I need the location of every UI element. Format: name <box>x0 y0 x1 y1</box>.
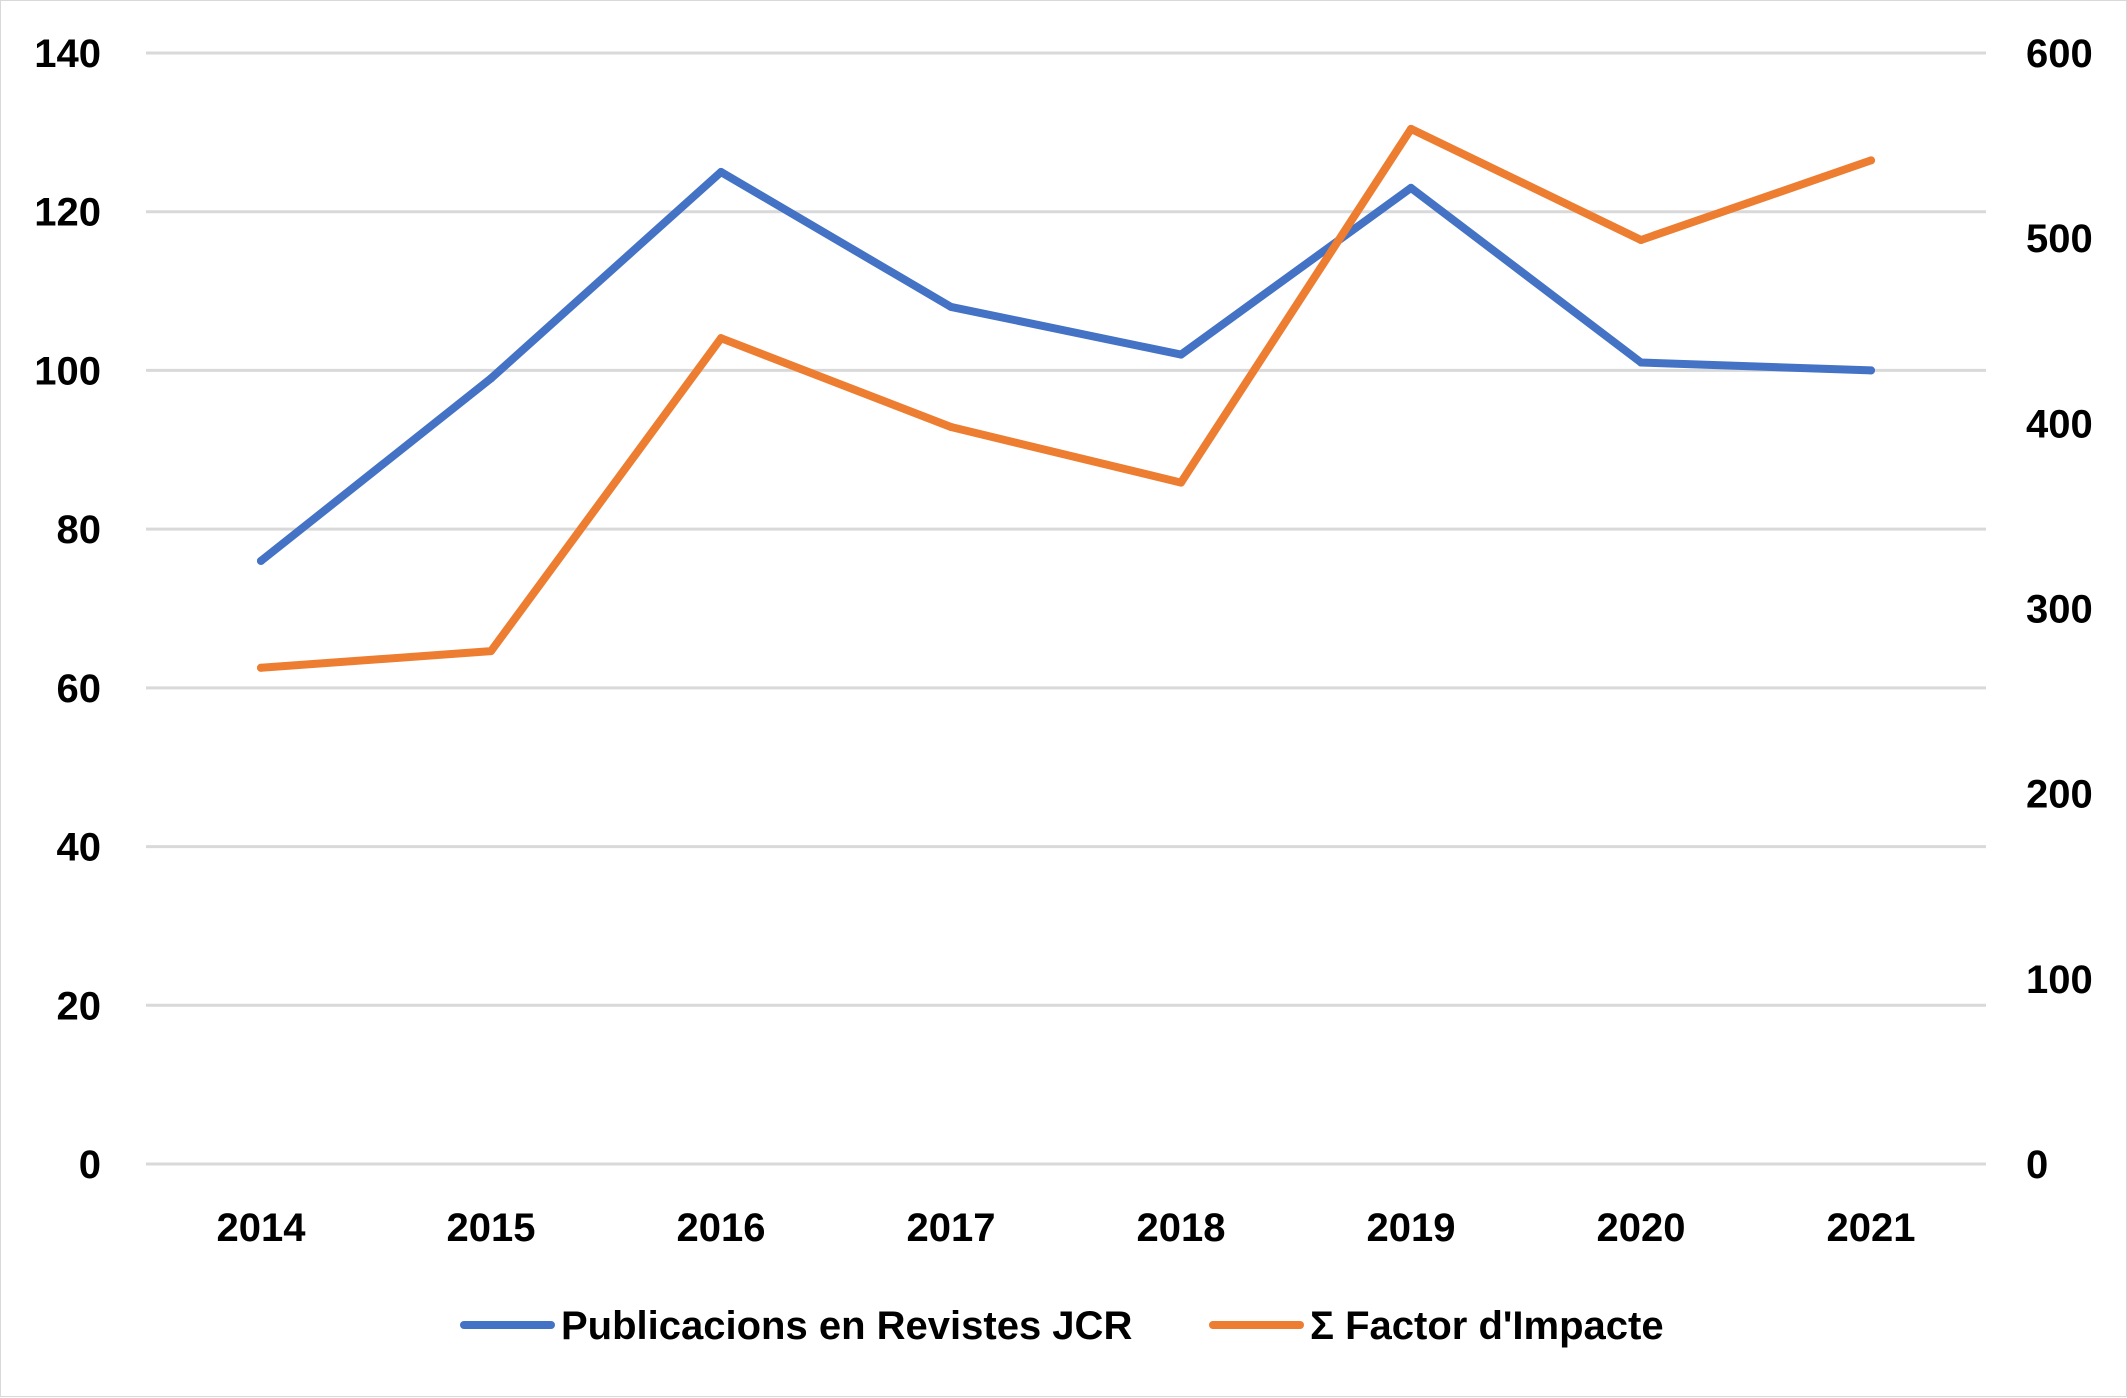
data-point <box>717 168 725 177</box>
data-point <box>487 647 495 656</box>
y-tick-label: 20 <box>57 984 102 1028</box>
legend-item-2[interactable]: Σ Factor d'Impacte <box>1209 1304 1664 1348</box>
right-y-axis: 0 100 200 300 400 500 600 <box>2026 32 2093 1187</box>
legend-label: Σ Factor d'Impacte <box>1310 1304 1664 1348</box>
data-point <box>1407 124 1415 133</box>
data-point <box>257 556 265 565</box>
data-point <box>487 374 495 383</box>
data-point <box>1867 366 1875 375</box>
y2-tick-label: 400 <box>2026 402 2093 446</box>
y-tick-label: 60 <box>57 667 102 711</box>
legend-item-1[interactable]: Publicacions en Revistes JCR <box>460 1304 1132 1348</box>
left-y-axis: 0 20 40 60 80 100 120 140 <box>34 32 101 1187</box>
legend-label: Publicacions en Revistes JCR <box>561 1304 1132 1348</box>
data-point <box>947 302 955 311</box>
legend[interactable]: Publicacions en Revistes JCR Σ Factor d'I… <box>460 1304 1664 1348</box>
series-line-2 <box>257 124 1875 672</box>
data-point <box>1637 358 1645 367</box>
y2-tick-label: 500 <box>2026 217 2093 261</box>
data-point <box>717 334 725 343</box>
y2-tick-label: 600 <box>2026 32 2093 76</box>
x-tick-label: 2017 <box>907 1206 996 1250</box>
data-point <box>1637 236 1645 245</box>
y-tick-label: 0 <box>79 1143 101 1187</box>
y-tick-label: 100 <box>34 349 101 393</box>
y2-tick-label: 100 <box>2026 958 2093 1002</box>
y2-tick-label: 0 <box>2026 1143 2048 1187</box>
x-tick-label: 2021 <box>1827 1206 1916 1250</box>
data-point <box>1867 156 1875 165</box>
y2-tick-label: 200 <box>2026 773 2093 817</box>
data-point <box>1177 478 1185 487</box>
x-tick-label: 2020 <box>1597 1206 1686 1250</box>
series-line-1 <box>257 168 1875 565</box>
data-point <box>1177 350 1185 359</box>
series-lines <box>257 124 1875 672</box>
y-tick-label: 80 <box>57 508 102 552</box>
data-point <box>1407 183 1415 192</box>
data-point <box>947 423 955 432</box>
data-point <box>257 663 265 672</box>
x-tick-label: 2019 <box>1367 1206 1456 1250</box>
y-tick-label: 140 <box>34 32 101 76</box>
x-axis: 2014 2015 2016 2017 2018 2019 2020 2021 <box>217 1206 1916 1250</box>
x-tick-label: 2015 <box>447 1206 536 1250</box>
gridlines <box>146 51 1986 1166</box>
y2-tick-label: 300 <box>2026 588 2093 632</box>
x-tick-label: 2018 <box>1137 1206 1226 1250</box>
x-tick-label: 2016 <box>677 1206 766 1250</box>
y-tick-label: 120 <box>34 191 101 235</box>
y-tick-label: 40 <box>57 826 102 870</box>
x-tick-label: 2014 <box>217 1206 307 1250</box>
